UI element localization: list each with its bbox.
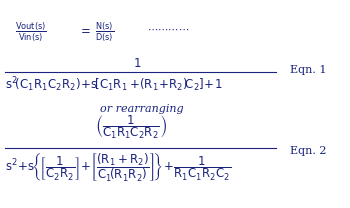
Text: $\left(\dfrac{1}{\mathrm{C_1R_1C_2R_2}}\right)$: $\left(\dfrac{1}{\mathrm{C_1R_1C_2R_2}}\… [95,113,167,141]
Text: Eqn. 2: Eqn. 2 [289,146,326,156]
Text: $=$: $=$ [78,23,91,36]
Text: $\mathrm{s}^2\!\left(\mathrm{C_1R_1C_2R_2}\right)\!+\!\mathrm{s}\!\left[\mathrm{: $\mathrm{s}^2\!\left(\mathrm{C_1R_1C_2R_… [5,75,222,94]
Text: $1$: $1$ [133,57,142,70]
Text: $\frac{\mathrm{N(s)}}{\mathrm{D(s)}}$: $\frac{\mathrm{N(s)}}{\mathrm{D(s)}}$ [95,20,114,43]
Text: $\frac{\mathrm{Vout(s)}}{\mathrm{Vin(s)}}$: $\frac{\mathrm{Vout(s)}}{\mathrm{Vin(s)}… [15,20,47,43]
Text: $\cdots\cdots\cdots\cdots$: $\cdots\cdots\cdots\cdots$ [147,25,189,34]
Text: $\mathrm{s}^2\!+\!\mathrm{s}\!\left\{\!\left[\dfrac{1}{\mathrm{C_2R_2}}\right]\!: $\mathrm{s}^2\!+\!\mathrm{s}\!\left\{\!\… [5,151,231,183]
Text: Eqn. 1: Eqn. 1 [289,65,326,75]
Text: or rearranging: or rearranging [100,104,184,114]
